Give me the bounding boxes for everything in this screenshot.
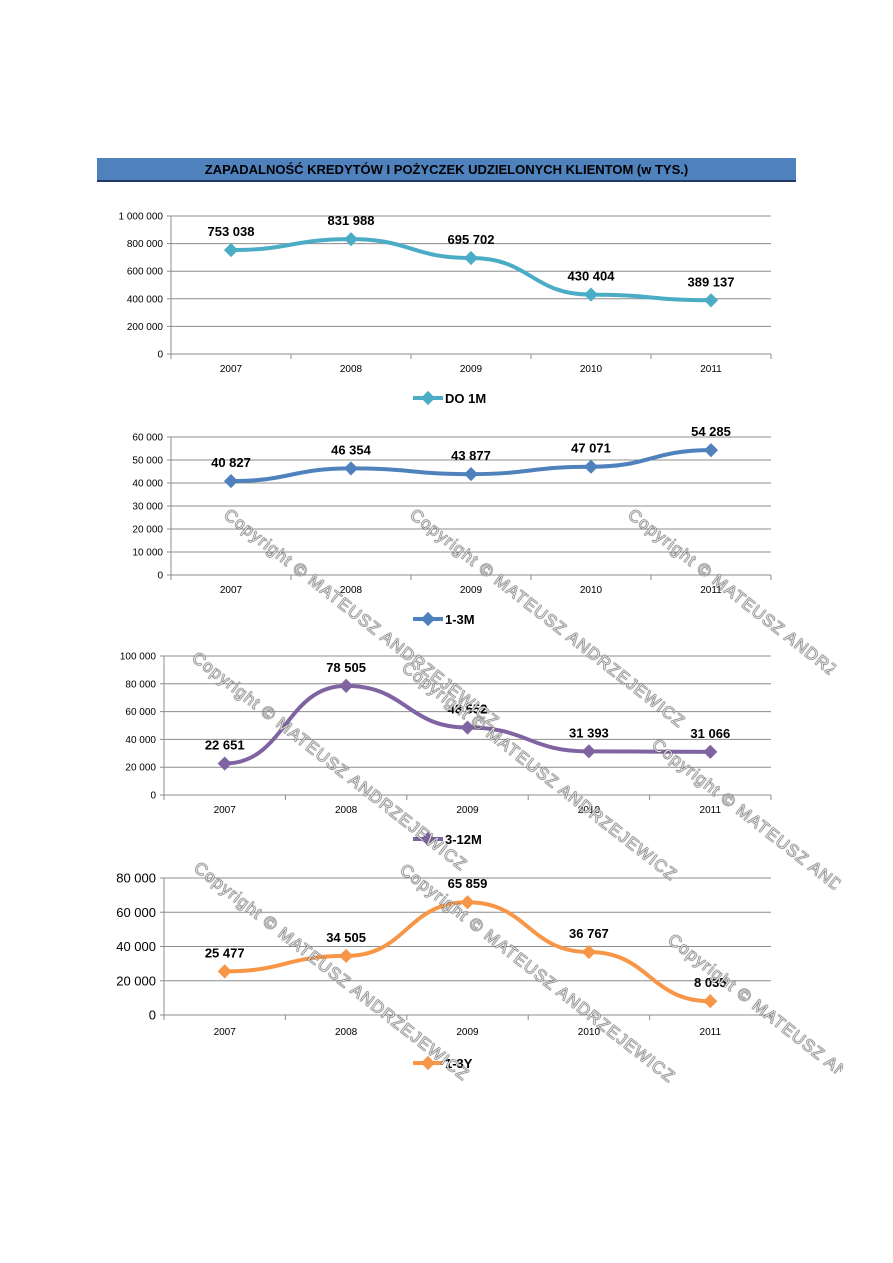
data-point-marker [703,293,719,308]
y-tick-label: 0 [157,350,163,361]
y-tick-label: 1 000 000 [119,212,164,223]
x-tick-label: 2009 [456,805,479,816]
x-tick-label: 2008 [340,364,363,375]
x-tick-label: 2009 [456,1027,479,1038]
data-point-marker [583,459,599,474]
y-tick-label: 100 000 [120,652,157,663]
chart-page-title: ZAPADALNOŚĆ KREDYTÓW I POŻYCZEK UDZIELON… [97,158,796,182]
series-line [224,900,711,1004]
y-tick-label: 600 000 [127,267,164,278]
x-tick-label: 2010 [580,364,603,375]
chart-1-3y: 0 20 000 40 000 60 000 80 000 2007 2008 2009 201… [116,871,772,1071]
y-tick-label: 20 000 [125,763,156,774]
data-point-marker [217,756,232,771]
legend-label: DO 1M [445,391,486,406]
y-tick-label: 800 000 [127,239,164,250]
legend-marker [420,611,436,627]
y-tick-label: 80 000 [116,871,156,886]
y-tick-label: 10 000 [132,548,163,559]
y-tick-label: 30 000 [132,502,163,513]
chart-3-12m: 0 20 000 40 000 60 000 80 000 100 000 2007 2008… [120,652,772,847]
x-tick-label: 2010 [578,805,601,816]
x-tick-label: 2011 [700,805,722,816]
y-tick-label: 20 000 [132,525,163,536]
x-tick-label: 2011 [700,1027,722,1038]
data-label: 25 477 [205,945,245,960]
data-point-marker [703,994,718,1009]
x-tick-label: 2009 [460,585,483,596]
data-label: 389 137 [688,274,735,289]
data-point-marker [343,461,359,476]
data-label: 46 354 [331,442,372,457]
data-label: 54 285 [691,424,731,439]
data-point-marker [223,243,239,258]
data-label: 695 702 [448,232,495,247]
data-label: 8 035 [694,975,727,990]
y-tick-label: 40 000 [132,479,163,490]
y-tick-label: 200 000 [127,322,164,333]
x-tick-label: 2007 [214,1027,237,1038]
x-tick-label: 2007 [214,805,237,816]
series-line [230,237,712,303]
data-label: 43 877 [451,448,491,463]
data-point-marker [223,474,239,489]
x-tick-label: 2007 [220,364,243,375]
y-tick-label: 0 [150,791,156,802]
data-label: 47 071 [571,441,611,456]
data-label: 31 393 [569,725,609,740]
x-tick-label: 2009 [460,364,483,375]
y-tick-label: 50 000 [132,456,163,467]
data-point-marker [343,232,359,247]
y-tick-label: 40 000 [125,735,156,746]
data-label: 65 859 [448,876,488,891]
y-tick-label: 0 [157,571,163,582]
data-label: 430 404 [568,269,616,284]
data-label: 831 988 [328,213,375,228]
y-tick-label: 60 000 [116,905,156,920]
x-tick-label: 2007 [220,585,243,596]
y-tick-label: 60 000 [125,707,156,718]
legend-marker [420,831,436,847]
legend-marker [420,390,436,406]
y-tick-label: 20 000 [116,973,156,988]
x-tick-label: 2008 [335,1027,358,1038]
y-tick-label: 80 000 [125,679,156,690]
data-label: 78 505 [326,660,366,675]
x-tick-label: 2008 [340,585,363,596]
legend-label: 1-3Y [445,1056,473,1071]
y-tick-label: 0 [149,1008,156,1023]
y-tick-label: 400 000 [127,294,164,305]
data-point-marker [460,720,475,735]
y-tick-label: 40 000 [116,939,156,954]
x-tick-label: 2010 [580,585,603,596]
x-tick-label: 2010 [578,1027,601,1038]
data-label: 48 552 [448,702,488,717]
data-label: 40 827 [211,455,251,470]
data-label: 31 066 [690,726,730,741]
x-tick-label: 2011 [700,364,722,375]
chart-1-3m: 0 10 000 20 000 30 000 40 000 50 000 60 000 200… [132,424,772,627]
data-point-marker [581,744,596,759]
y-tick-label: 60 000 [132,433,163,444]
legend-label: 1-3M [445,612,475,627]
chart-do-1m: 0 200 000 400 000 600 000 800 000 1 000 000 20… [119,212,772,406]
data-point-marker [463,250,479,266]
data-point-marker [583,287,599,302]
data-point-marker [217,964,232,979]
data-point-marker [581,944,596,960]
data-label: 22 651 [205,738,245,753]
data-point-marker [703,443,719,458]
data-point-marker [463,467,479,482]
data-label: 36 767 [569,926,609,941]
x-tick-label: 2011 [700,585,722,596]
data-label: 753 038 [208,224,255,239]
data-point-marker [703,744,718,759]
legend-marker [420,1055,436,1071]
data-point-marker [460,895,475,910]
x-tick-label: 2008 [335,805,358,816]
legend-label: 3-12M [445,832,482,847]
data-point-marker [339,948,354,963]
data-label: 34 505 [326,930,366,945]
data-point-marker [339,678,354,693]
